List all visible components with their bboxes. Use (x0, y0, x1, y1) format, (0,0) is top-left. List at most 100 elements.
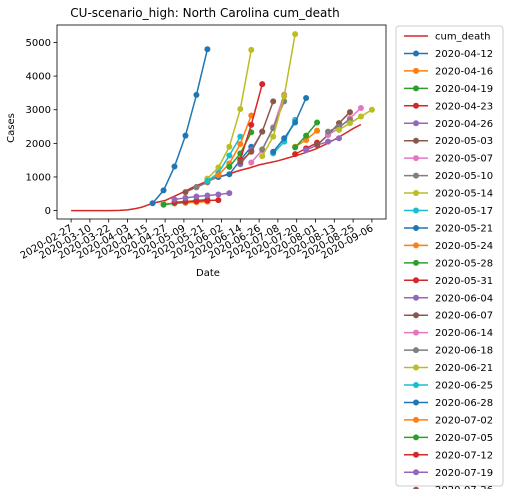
legend-marker (413, 85, 419, 92)
series-line (272, 97, 307, 153)
data-point (248, 46, 255, 53)
data-point (215, 191, 222, 198)
legend-label: 2020-05-17 (435, 206, 493, 217)
data-point (281, 135, 288, 142)
data-point (226, 171, 233, 178)
legend-label: 2020-07-19 (435, 468, 493, 479)
data-point (368, 106, 375, 113)
series-2020-06-21 (259, 31, 299, 160)
legend-marker (413, 451, 419, 458)
legend-entry: 2020-07-02 (404, 415, 493, 426)
legend-marker (413, 50, 419, 57)
data-point (303, 132, 310, 139)
y-tick-label: 5000 (26, 38, 51, 49)
data-point (193, 91, 200, 98)
x-axis: 2020-02-272020-03-102020-03-222020-04-03… (19, 219, 375, 262)
legend-marker (413, 137, 419, 144)
data-point (336, 135, 342, 142)
legend-marker (413, 259, 419, 266)
legend-entry: 2020-05-14 (404, 189, 493, 200)
legend-entry: 2020-05-03 (404, 136, 493, 147)
y-tick-label: 2000 (26, 139, 51, 150)
y-axis: 0 1000 2000 3000 4000 5000 (26, 38, 57, 217)
legend-marker (413, 469, 419, 476)
legend-entry: 2020-04-12 (404, 49, 493, 60)
legend-marker (413, 416, 419, 423)
legend-entry: 2020-04-23 (404, 101, 493, 112)
legend-marker (413, 364, 419, 371)
data-point (204, 178, 211, 185)
legend-marker (413, 312, 419, 319)
legend-label: 2020-05-21 (435, 223, 493, 234)
chart-title: CU-scenario_high: North Carolina cum_dea… (70, 6, 339, 20)
legend-entry: 2020-06-14 (404, 328, 493, 339)
series-2020-06-14 (248, 91, 288, 166)
series-2020-06-07 (237, 98, 277, 165)
series-2020-07-05 (292, 119, 321, 151)
legend-label: 2020-05-14 (435, 189, 493, 200)
data-point (281, 93, 288, 100)
data-point (215, 164, 222, 171)
legend-entry: 2020-04-19 (404, 84, 493, 95)
legend-marker (413, 347, 419, 354)
series-2020-05-24 (215, 112, 255, 179)
data-point (270, 133, 277, 140)
legend-label: 2020-04-23 (435, 101, 493, 112)
data-point (171, 196, 178, 203)
legend-label: 2020-04-26 (435, 119, 493, 130)
legend-entry: 2020-06-18 (404, 346, 493, 357)
legend-marker (413, 382, 419, 388)
data-point (325, 138, 332, 145)
data-point (270, 98, 277, 105)
data-point (357, 105, 364, 112)
legend-marker (413, 486, 419, 489)
data-point (160, 201, 167, 208)
legend-marker (413, 155, 419, 162)
legend-marker (413, 242, 419, 249)
data-point (303, 94, 310, 101)
legend-label: 2020-06-07 (435, 311, 493, 322)
data-point (259, 81, 266, 88)
data-point (336, 126, 342, 133)
data-point (226, 143, 233, 150)
data-point (357, 113, 364, 120)
legend-entry: 2020-05-10 (404, 171, 493, 182)
legend-entry: 2020-07-19 (404, 468, 493, 479)
legend-entry: 2020-06-21 (404, 363, 493, 374)
legend-marker (413, 294, 419, 301)
data-point (237, 141, 244, 148)
data-point (346, 109, 353, 116)
data-point (292, 144, 299, 151)
series-2020-04-26 (171, 190, 233, 203)
y-tick-label: 1000 (26, 172, 51, 183)
data-point (182, 194, 189, 201)
data-point (237, 106, 244, 113)
data-point (226, 190, 233, 197)
data-point (204, 192, 211, 199)
data-point (215, 197, 222, 204)
data-point (292, 119, 299, 126)
series-2020-05-14 (204, 46, 255, 182)
data-point (171, 163, 178, 170)
legend-entry: 2020-05-21 (404, 223, 493, 234)
data-point (193, 184, 200, 191)
series-line (218, 146, 252, 178)
legend-entry: 2020-05-24 (404, 241, 493, 252)
data-point (314, 119, 321, 126)
legend-entry: cum_death (404, 32, 490, 43)
legend-marker (413, 434, 419, 441)
series-2020-05-31 (237, 81, 266, 163)
legend-label: 2020-06-04 (435, 293, 493, 304)
legend: cum_death 2020-04-12 2020-04-16 2020-04-19 2… (395, 25, 504, 489)
legend-marker (413, 102, 419, 109)
legend-marker (413, 172, 419, 179)
series-line (338, 109, 373, 131)
legend-label: 2020-04-16 (435, 66, 493, 77)
legend-label: 2020-07-05 (435, 433, 493, 444)
data-point (303, 147, 310, 154)
plot-area (56, 24, 387, 220)
data-point (292, 151, 299, 158)
legend-label: 2020-05-07 (435, 154, 493, 165)
series-line (327, 107, 362, 136)
